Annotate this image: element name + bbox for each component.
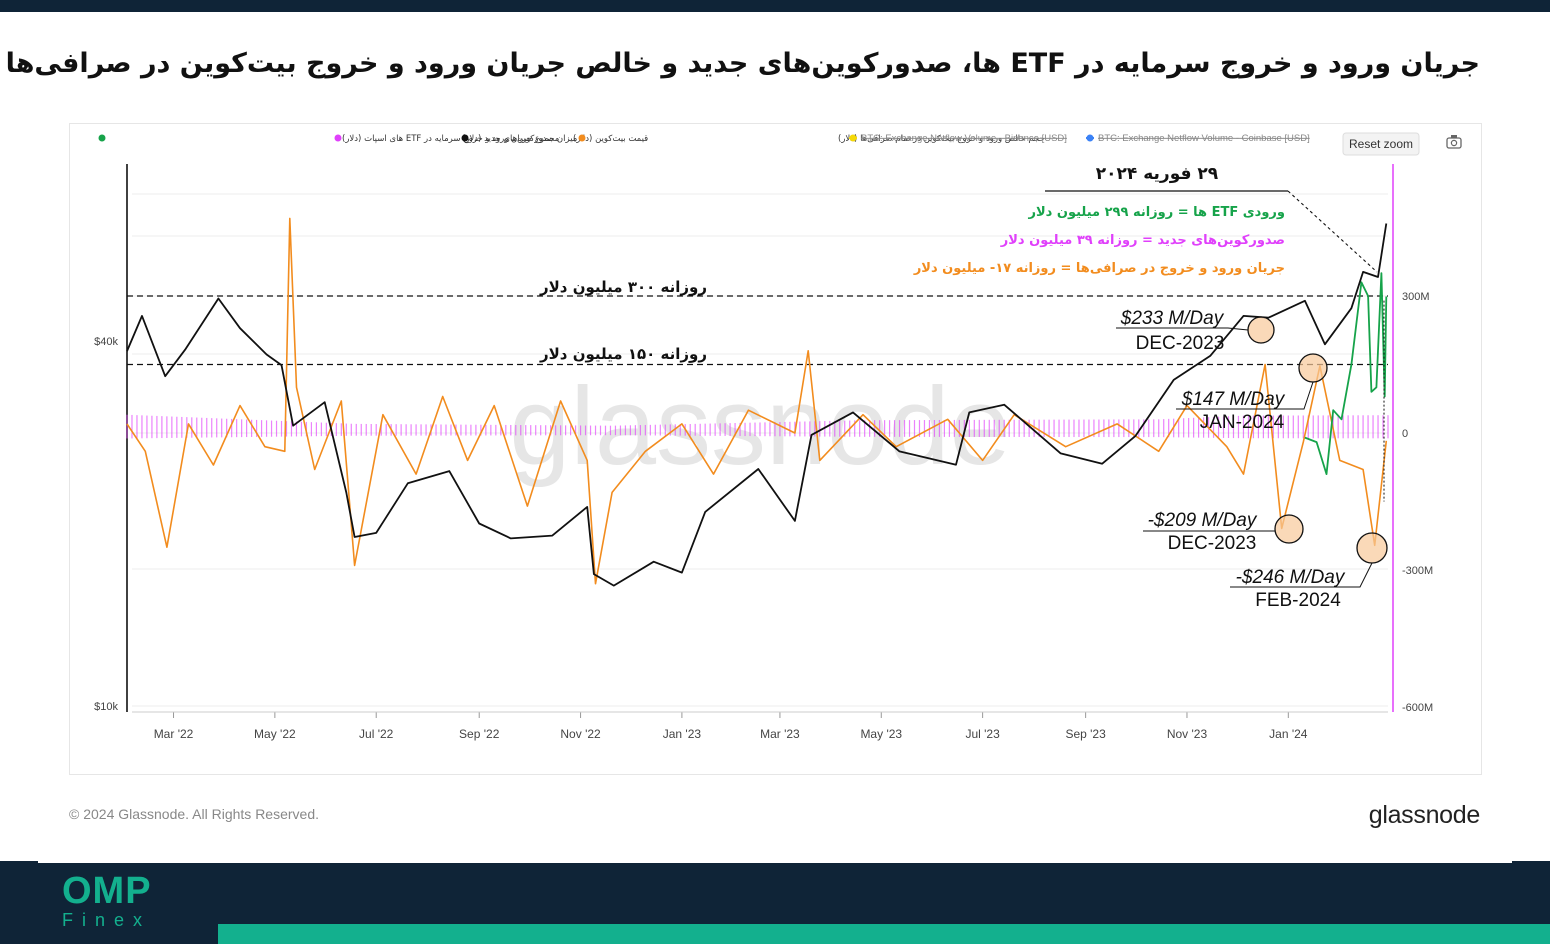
callout-value: $233 M/Day [1120, 308, 1225, 329]
x-tick-label: Jan '24 [1269, 727, 1308, 741]
legend-item-2[interactable]: قیمت بیت‌کوین (دلار) [461, 134, 649, 144]
y-axis-left: $10k $40k [94, 336, 118, 713]
callout-feb-2024-low: -$246 M/Day FEB-2024 [1230, 532, 1388, 611]
legend-item-0[interactable]: مجموع جریان ورود و خروج سرمایه در ETF ها… [98, 134, 560, 144]
annotation-date: ۲۹ فوریه ۲۰۲۴ [1096, 164, 1219, 184]
legend-item-3[interactable]: حجم خالص ورود و خروج بیت‌کوین در تمام صر… [578, 134, 1045, 144]
x-tick-label: Mar '22 [154, 727, 194, 741]
legend-item-5[interactable]: BTC: Exchange Netflow Volume - Coinbase … [1086, 133, 1310, 144]
omp-logo: OMP [62, 870, 152, 912]
y-right-tick: 300M [1402, 291, 1430, 303]
annotation-etf: ورودی ETF ها = روزانه ۲۹۹ میلیون دلار [1028, 205, 1286, 220]
x-tick-label: Jul '23 [965, 727, 1000, 741]
x-tick-label: May '22 [254, 727, 296, 741]
legend-item-1[interactable]: میزان صدورکوین‌های جدید (دلار) [334, 134, 578, 144]
chart-panel: مجموع جریان ورود و خروج سرمایه در ETF ها… [69, 123, 1482, 775]
footer-divider [38, 861, 1512, 863]
annotation-exchange: جریان ورود و خروج در صرافی‌ها = روزانه ۱… [913, 261, 1285, 276]
x-tick-label: Jul '22 [359, 727, 394, 741]
callout-value: -$246 M/Day [1236, 567, 1346, 588]
annotation-block: ۲۹ فوریه ۲۰۲۴ ورودی ETF ها = روزانه ۲۹۹ … [913, 164, 1378, 276]
reference-lines [127, 295, 1388, 366]
x-tick-label: Jan '23 [663, 727, 702, 741]
copyright-text: © 2024 Glassnode. All Rights Reserved. [69, 806, 320, 822]
page-title: جریان ورود و خروج سرمایه در ETF ها، صدور… [5, 48, 1480, 79]
legend-label: قیمت بیت‌کوین (دلار) [573, 134, 648, 144]
footer-accent-bar [218, 924, 1550, 944]
series-etf-flows [1304, 272, 1388, 475]
y-right-tick: -300M [1402, 565, 1433, 577]
callout-period: FEB-2024 [1255, 590, 1341, 611]
legend-label: BTC: Exchange Netflow Volume - Coinbase … [1098, 133, 1310, 144]
y-left-tick: $40k [94, 336, 118, 348]
callout-value: $147 M/Day [1181, 389, 1286, 410]
glassnode-logo: glassnode [1368, 801, 1481, 829]
y-right-tick: -600M [1402, 702, 1433, 714]
x-tick-label: Sep '23 [1065, 727, 1106, 741]
legend-label: حجم خالص ورود و خروج بیت‌کوین در تمام صر… [838, 134, 1045, 144]
x-tick-label: Mar '23 [760, 727, 800, 741]
callout-period: DEC-2023 [1136, 333, 1225, 354]
finex-logo: Finex [62, 910, 152, 930]
x-tick-label: Sep '22 [459, 727, 500, 741]
y-left-tick: $10k [94, 701, 118, 713]
camera-icon[interactable] [1446, 135, 1462, 149]
chart-svg: مجموع جریان ورود و خروج سرمایه در ETF ها… [94, 132, 1462, 741]
callout-period: JAN-2024 [1200, 412, 1285, 433]
reset-zoom-label: Reset zoom [1349, 137, 1413, 151]
ref150-label: روزانه ۱۵۰ میلیون دلار [539, 345, 707, 363]
reset-zoom-button[interactable]: Reset zoom [1342, 132, 1420, 156]
ref300-label: روزانه ۳۰۰ میلیون دلار [539, 278, 707, 296]
legend-item-4[interactable]: BTC: Exchange Netflow Volume - Binance [… [849, 133, 1067, 144]
top-bar [0, 0, 1550, 12]
legend-label: BTC: Exchange Netflow Volume - Binance [… [861, 133, 1067, 144]
series-exchange-netflow [126, 217, 1388, 585]
x-tick-label: Nov '22 [560, 727, 601, 741]
y-axis-right: 300M 0 -300M -600M [1402, 291, 1433, 714]
callout-dec-2023-high: $233 M/Day DEC-2023 [1116, 308, 1275, 354]
legend: مجموع جریان ورود و خروج سرمایه در ETF ها… [98, 133, 1310, 144]
series-btc-price [126, 223, 1388, 587]
legend-label: میزان صدورکوین‌های جدید (دلار) [462, 134, 577, 144]
x-tick-label: Nov '23 [1167, 727, 1208, 741]
annotation-pointer [1287, 190, 1378, 273]
callout-value: -$209 M/Day [1148, 510, 1258, 531]
series-layer [126, 217, 1389, 587]
x-axis: Mar '22 May '22 Jul '22 Sep '22 Nov '22 Jan '… [132, 711, 1388, 741]
x-tick-label: May '23 [860, 727, 902, 741]
y-right-tick: 0 [1402, 428, 1408, 440]
callout-jan-2024-high: $147 M/Day JAN-2024 [1176, 353, 1328, 433]
callout-dec-2023-low: -$209 M/Day DEC-2023 [1143, 510, 1304, 554]
legend-label: مجموع جریان ورود و خروج سرمایه در ETF ها… [342, 134, 559, 144]
annotation-issuance: صدورکوین‌های جدید = روزانه ۳۹ میلیون دلا… [1000, 233, 1285, 248]
callout-period: DEC-2023 [1168, 533, 1257, 554]
